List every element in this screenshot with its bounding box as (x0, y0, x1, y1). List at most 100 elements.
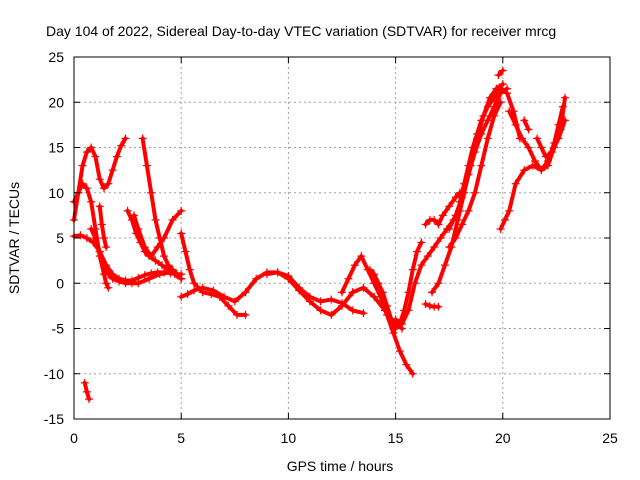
data-point (421, 220, 430, 229)
data-point (494, 71, 503, 80)
data-point (241, 310, 250, 319)
series-arc-21 (445, 84, 512, 233)
data-point (417, 238, 426, 247)
data-point (537, 143, 546, 152)
series-trace (179, 231, 248, 317)
grid (74, 57, 610, 419)
series-arc-23 (494, 66, 507, 80)
data-point (530, 157, 539, 166)
series-trace (522, 118, 531, 132)
y-tick-label: 15 (48, 140, 64, 156)
data-point (140, 243, 149, 252)
data-point (434, 279, 443, 288)
axis-ticks: 0 5 10 15 20 25 -15 -10 -5 0 5 10 15 20 25 (44, 49, 618, 446)
data-point (554, 134, 563, 143)
data-point (518, 134, 527, 143)
data-point (224, 301, 233, 310)
data-point (160, 252, 169, 261)
data-point (477, 116, 486, 125)
data-point (464, 161, 473, 170)
data-point (520, 166, 529, 175)
data-point (511, 179, 520, 188)
data-point (85, 395, 94, 404)
series-trace (457, 86, 522, 204)
data-point (190, 286, 199, 295)
data-point (434, 220, 443, 229)
data-point (458, 220, 467, 229)
data-point (95, 175, 104, 184)
data-point (440, 261, 449, 270)
series-arc-24 (496, 102, 567, 233)
data-point (241, 288, 250, 297)
data-point (108, 166, 117, 175)
data-point (500, 215, 509, 224)
data-point (408, 369, 417, 378)
series-trace (97, 204, 109, 250)
data-point (338, 288, 346, 297)
data-point (503, 89, 512, 98)
x-tick-label: 0 (70, 430, 78, 446)
y-tick-label: -10 (44, 366, 64, 382)
data-point (537, 166, 546, 175)
data-point (151, 215, 160, 224)
data-point (477, 161, 486, 170)
data-point (305, 297, 314, 306)
data-point (410, 279, 419, 288)
data-point (496, 84, 505, 93)
data-point (524, 125, 533, 134)
data-point (82, 148, 91, 157)
data-point (100, 234, 109, 242)
data-point (327, 295, 336, 304)
data-point (172, 270, 181, 279)
data-point (177, 229, 186, 238)
data-point (378, 288, 387, 297)
data-point (434, 302, 443, 311)
x-tick-label: 15 (388, 430, 404, 446)
data-point (421, 300, 430, 309)
data-point (295, 286, 304, 295)
data-point (374, 279, 383, 288)
series-arc-11 (177, 229, 250, 319)
data-point (548, 148, 557, 157)
data-point (104, 179, 113, 188)
data-point (389, 329, 398, 338)
series-trace (447, 86, 510, 231)
data-point (147, 188, 156, 197)
data-point (181, 247, 190, 256)
data-point (97, 220, 106, 229)
series-arc-17 (421, 300, 443, 311)
data-point (262, 270, 271, 279)
data-point (483, 102, 492, 111)
data-point (100, 261, 109, 270)
data-point (112, 152, 121, 161)
data-point (100, 184, 109, 193)
data-point (445, 243, 454, 252)
data-point (155, 234, 164, 242)
data-point (252, 274, 261, 283)
data-point (505, 107, 514, 116)
series-arc-27 (533, 116, 569, 161)
data-point (78, 161, 87, 170)
y-tick-label: -5 (52, 321, 65, 337)
data-point (177, 292, 186, 301)
data-point (357, 252, 366, 261)
data-point (391, 324, 400, 333)
y-tick-label: 5 (56, 230, 64, 246)
data-point (151, 256, 160, 265)
data-point (87, 143, 96, 152)
data-point (520, 116, 529, 125)
series-trace (72, 181, 111, 290)
data-point (365, 265, 374, 274)
x-tick-label: 20 (495, 430, 511, 446)
data-point (130, 211, 139, 220)
data-point (395, 347, 404, 356)
series-arc-13 (338, 252, 417, 378)
data-point (404, 306, 413, 315)
data-point (370, 270, 379, 279)
data-point (451, 234, 460, 242)
data-point (438, 211, 447, 220)
x-axis-label: GPS time / hours (287, 458, 394, 474)
data-point (533, 134, 542, 143)
y-tick-label: -15 (44, 411, 64, 427)
